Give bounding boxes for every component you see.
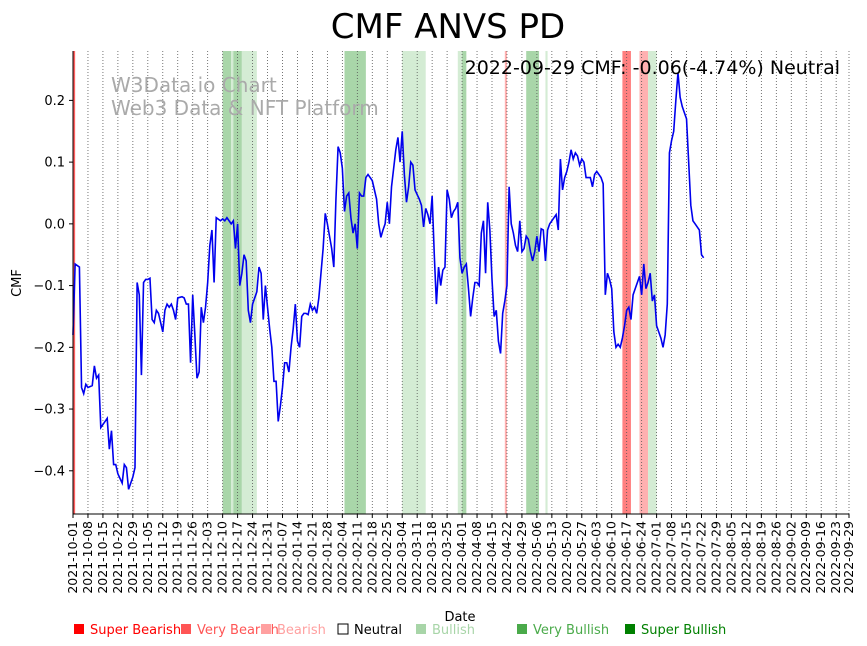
x-tick-label: 2022-01-21 xyxy=(304,521,319,594)
legend-swatch xyxy=(416,624,426,634)
x-tick-label: 2021-12-24 xyxy=(245,521,260,594)
x-tick-label: 2022-03-25 xyxy=(439,521,454,594)
x-tick-label: 2022-09-02 xyxy=(783,521,798,594)
band-bullish xyxy=(545,51,548,514)
x-tick-label: 2021-11-05 xyxy=(140,521,155,594)
x-tick-label: 2022-04-22 xyxy=(499,521,514,594)
x-tick-label: 2022-04-15 xyxy=(484,521,499,594)
y-tick-label: −0.3 xyxy=(33,403,65,418)
x-tick-label: 2022-04-01 xyxy=(454,521,469,594)
band-bullish xyxy=(231,51,234,514)
x-tick-label: 2022-09-16 xyxy=(813,521,828,594)
x-tick-label: 2022-03-11 xyxy=(409,521,424,594)
y-axis-label: CMF xyxy=(10,269,25,297)
x-tick-label: 2021-10-29 xyxy=(125,521,140,594)
y-tick-label: 0.2 xyxy=(44,94,65,109)
band-bullish xyxy=(402,51,426,514)
latest-value-annotation: 2022-09-29 CMF: -0.06(-4.74%) Neutral xyxy=(465,57,840,79)
x-tick-label: 2022-02-18 xyxy=(364,521,379,594)
y-tick-label: −0.1 xyxy=(33,279,65,294)
x-tick-label: 2021-11-19 xyxy=(170,521,185,594)
x-tick-label: 2022-02-25 xyxy=(379,521,394,594)
x-tick-label: 2022-05-13 xyxy=(544,521,559,594)
x-tick-label: 2021-10-22 xyxy=(110,521,125,594)
y-tick-label: −0.4 xyxy=(33,464,65,479)
axes xyxy=(72,51,849,515)
x-tick-label: 2022-07-22 xyxy=(693,521,708,594)
x-tick-label: 2022-06-17 xyxy=(619,521,634,594)
x-tick-label: 2022-07-01 xyxy=(649,521,664,594)
x-tick-label: 2022-01-28 xyxy=(319,521,334,594)
x-tick-label: 2022-08-05 xyxy=(723,521,738,594)
legend-label: Very Bullish xyxy=(533,623,609,638)
x-ticks: 2021-10-01 2021-10-08 2021-10-15 2021-10-22… xyxy=(65,514,856,594)
x-tick-label: 2022-06-24 xyxy=(634,521,649,594)
legend-swatch xyxy=(625,624,635,634)
band-bullish xyxy=(241,51,257,514)
legend-label: Super Bearish xyxy=(90,623,181,638)
legend-swatch xyxy=(337,623,349,635)
x-tick-label: 2021-11-12 xyxy=(155,521,170,594)
legend-swatch xyxy=(261,624,271,634)
chart-title: CMF ANVS PD xyxy=(331,7,565,47)
band-very-bullish xyxy=(222,51,232,514)
x-tick-label: 2022-01-07 xyxy=(274,521,289,594)
signal-bands xyxy=(73,51,657,514)
x-tick-label: 2022-03-04 xyxy=(394,521,409,594)
x-tick-label: 2022-02-11 xyxy=(349,521,364,594)
x-tick-label: 2021-11-26 xyxy=(185,521,200,594)
watermark-line-1: W3Data.io Chart xyxy=(111,73,277,97)
x-tick-label: 2022-07-29 xyxy=(708,521,723,594)
x-tick-label: 2022-02-04 xyxy=(334,521,349,594)
x-tick-label: 2022-06-10 xyxy=(604,521,619,594)
legend-swatch xyxy=(74,624,84,634)
x-tick-label: 2022-08-26 xyxy=(768,521,783,594)
x-tick-label: 2022-05-20 xyxy=(559,521,574,594)
cmf-series-line xyxy=(72,72,705,490)
x-tick-label: 2021-12-31 xyxy=(260,521,275,594)
x-tick-label: 2022-01-14 xyxy=(289,521,304,594)
y-tick-label: 0.0 xyxy=(44,217,65,232)
x-axis-label: Date xyxy=(444,610,475,625)
x-tick-label: 2022-03-18 xyxy=(424,521,439,594)
y-ticks: −0.4 −0.3 −0.2 −0.1 0.0 0.1 0.2 xyxy=(33,94,73,479)
y-tick-label: −0.2 xyxy=(33,341,65,356)
x-tick-label: 2021-10-15 xyxy=(95,521,110,594)
band-very-bullish xyxy=(526,51,540,514)
x-tick-label: 2022-06-03 xyxy=(589,521,604,594)
x-tick-label: 2022-05-06 xyxy=(529,521,544,594)
band-bullish xyxy=(648,51,657,514)
x-tick-label: 2021-12-17 xyxy=(230,521,245,594)
x-tick-label: 2022-08-12 xyxy=(738,521,753,594)
x-tick-label: 2022-05-27 xyxy=(574,521,589,594)
legend-label: Bearish xyxy=(277,623,326,638)
band-bearish xyxy=(504,51,507,514)
legend-label: Super Bullish xyxy=(641,623,726,638)
x-tick-label: 2021-12-10 xyxy=(215,521,230,594)
watermark-line-2: Web3 Data & NFT Platform xyxy=(111,96,379,120)
band-bearish xyxy=(639,51,649,514)
legend-swatch xyxy=(181,624,191,634)
x-tick-label: 2021-10-08 xyxy=(80,521,95,594)
x-tick-label: 2021-12-03 xyxy=(200,521,215,594)
y-tick-label: 0.1 xyxy=(44,156,65,171)
legend-swatch xyxy=(517,624,527,634)
band-very-bullish xyxy=(344,51,366,514)
legend-label: Neutral xyxy=(354,623,402,638)
x-tick-label: 2022-04-08 xyxy=(469,521,484,594)
x-tick-label: 2022-07-08 xyxy=(664,521,679,594)
band-bullish xyxy=(457,51,463,514)
legend-label: Very Bearish xyxy=(197,623,279,638)
x-tick-label: 2022-09-29 xyxy=(841,521,856,594)
x-tick-label: 2022-09-09 xyxy=(798,521,813,594)
x-tick-label: 2021-10-01 xyxy=(65,521,80,594)
x-tick-label: 2022-09-23 xyxy=(828,521,843,594)
x-tick-label: 2022-04-29 xyxy=(514,521,529,594)
x-tick-label: 2022-07-15 xyxy=(679,521,694,594)
band-very-bullish xyxy=(462,51,467,514)
x-tick-label: 2022-08-19 xyxy=(753,521,768,594)
legend-label: Bullish xyxy=(432,623,475,638)
